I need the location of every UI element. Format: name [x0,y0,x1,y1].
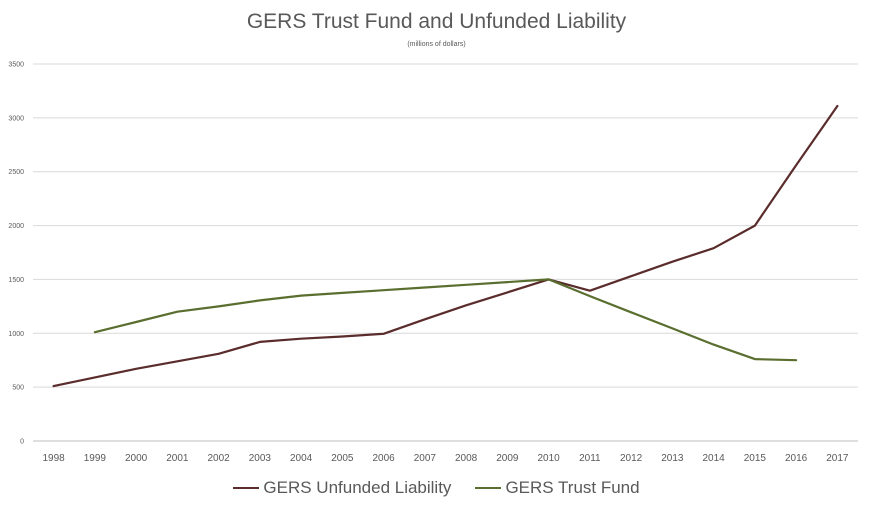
y-tick-label: 3000 [8,115,24,122]
x-tick-label: 2010 [538,453,561,464]
x-tick-label: 1999 [84,453,107,464]
y-tick-label: 1500 [8,277,24,284]
chart-legend: GERS Unfunded Liability GERS Trust Fund [0,478,873,498]
x-tick-label: 2012 [620,453,643,464]
x-tick-label: 2016 [785,453,808,464]
y-tick-label: 2500 [8,169,24,176]
legend-swatch-unfunded-liability [233,487,260,489]
x-tick-label: 2015 [744,453,767,464]
x-tick-label: 2000 [125,453,148,464]
x-tick-label: 2006 [373,453,396,464]
chart-subtitle: (millions of dollars) [407,41,466,48]
x-tick-label: 2004 [290,453,313,464]
x-tick-label: 2001 [166,453,189,464]
legend-swatch-trust-fund [475,487,502,489]
y-tick-label: 1000 [8,331,24,338]
y-tick-label: 3500 [8,62,24,69]
series-line-trust-fund [93,278,798,362]
y-tick-label: 0 [20,439,24,446]
y-tick-label: 2000 [8,223,24,230]
x-tick-label: 1998 [43,453,66,464]
x-tick-label: 2002 [208,453,231,464]
legend-label-trust-fund: GERS Trust Fund [505,478,640,497]
chart-title: GERS Trust Fund and Unfunded Liability [246,10,627,33]
x-tick-label: 2013 [661,453,684,464]
x-tick-label: 2003 [249,453,272,464]
legend-label-unfunded-liability: GERS Unfunded Liability [263,478,452,497]
x-tick-label: 2014 [703,453,726,464]
x-tick-label: 2007 [414,453,437,464]
x-tick-label: 2008 [455,453,478,464]
legend-item-unfunded-liability: GERS Unfunded Liability [233,478,451,498]
x-tick-label: 2011 [579,453,601,464]
series-line-unfunded-liability [52,104,839,388]
x-tick-label: 2017 [826,453,849,464]
x-tick-label: 2005 [331,453,354,464]
legend-item-trust-fund: GERS Trust Fund [475,478,640,498]
x-tick-label: 2009 [496,453,519,464]
y-tick-label: 500 [12,385,24,392]
